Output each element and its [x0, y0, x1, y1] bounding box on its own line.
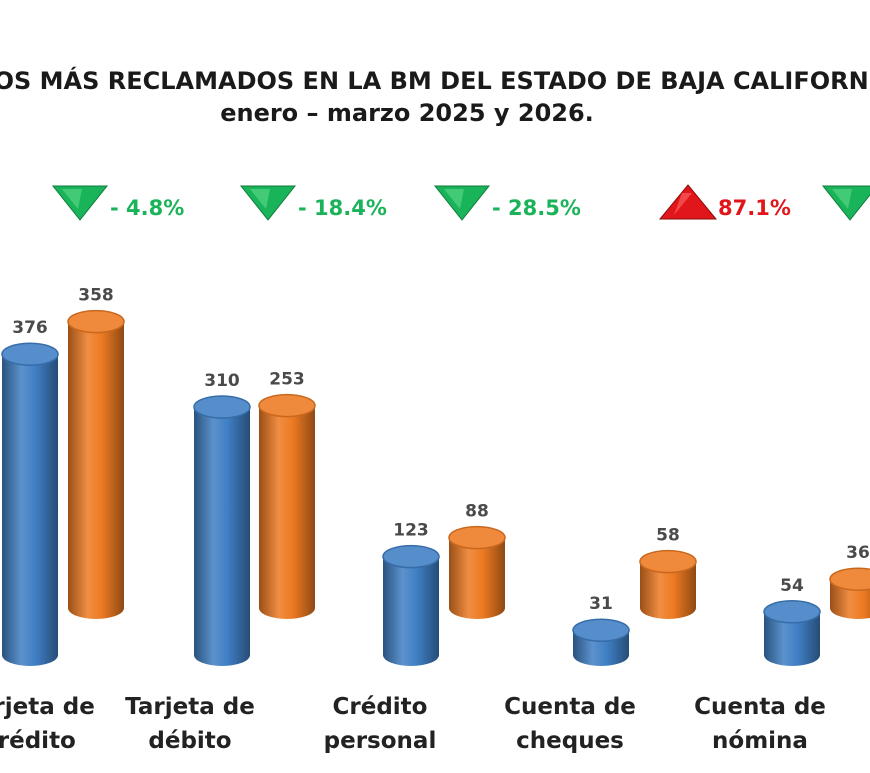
bar-2026: 36: [829, 543, 870, 619]
bar-body: [640, 561, 696, 619]
triangle-highlight: [62, 189, 82, 209]
bar-body: [2, 354, 58, 666]
category-label: Tarjeta de crédito: [0, 694, 95, 754]
bar-top: [382, 544, 440, 569]
category-label-line: crédito: [0, 728, 76, 754]
bar-top: [258, 393, 316, 418]
chart-title: PRODUCTOS MÁS RECLAMADOS EN LA BM DEL ES…: [0, 66, 870, 95]
bar-body: [383, 556, 439, 666]
decrease-indicator: - 4.8%: [51, 185, 184, 221]
bar-2025: 376: [1, 318, 59, 666]
bar-top: [193, 395, 251, 419]
category-label-line: cheques: [516, 728, 624, 754]
bar-2025: 123: [382, 521, 440, 666]
triangle-highlight: [444, 189, 464, 209]
bar-top: [572, 618, 630, 642]
change-label: - 28.5%: [492, 196, 581, 220]
change-label: 87.1%: [718, 196, 791, 220]
category-label: Cuenta de cheques: [504, 694, 636, 754]
category-label-line: Cuenta de: [694, 694, 826, 720]
bar-2025: 54: [763, 576, 821, 666]
bar-top: [639, 549, 697, 574]
data-label: 31: [589, 594, 613, 614]
triangle-highlight: [250, 189, 270, 209]
bar-2026: 253: [258, 370, 316, 619]
bar-body: [68, 321, 124, 619]
category-label: Cuenta de nómina: [694, 694, 826, 754]
category-label-line: Tarjeta de: [0, 694, 95, 720]
data-label: 58: [656, 526, 680, 546]
category-label: Crédito personal: [324, 694, 437, 754]
bar-2025: 31: [572, 594, 630, 666]
data-label: 54: [780, 576, 804, 596]
bar-2026: 58: [639, 526, 697, 619]
change-label: - 4.8%: [110, 196, 184, 220]
bar-body: [259, 405, 315, 619]
triangle-highlight: [832, 189, 852, 209]
decrease-indicator: - 18.4%: [239, 185, 387, 221]
bar-2026: 358: [67, 286, 125, 619]
bar-top: [763, 600, 821, 624]
chart-marks: 376 310 123 31 54 358 253 88 58 36 - 4.8% - 18.4% - …: [0, 184, 870, 754]
bar-top: [448, 525, 506, 550]
category-label-line: débito: [148, 728, 231, 754]
bar-body: [194, 407, 250, 666]
category-label-line: Cuenta de: [504, 694, 636, 720]
decrease-indicator: [821, 185, 870, 221]
change-label: - 18.4%: [298, 196, 387, 220]
data-label: 358: [78, 286, 114, 306]
bar-body: [764, 611, 820, 666]
data-label: 36: [846, 543, 870, 563]
decrease-indicator: - 28.5%: [433, 185, 581, 221]
bar-top: [1, 342, 59, 366]
bar-2025: 310: [193, 371, 251, 666]
data-label: 253: [269, 370, 305, 390]
bar-top: [829, 567, 870, 591]
category-label-line: Crédito: [333, 694, 428, 720]
category-label-line: personal: [324, 728, 437, 754]
data-label: 376: [12, 318, 48, 338]
increase-indicator: 87.1%: [658, 184, 791, 220]
category-label: Tarjeta de débito: [125, 694, 255, 754]
category-label-line: nómina: [712, 728, 808, 754]
data-label: 310: [204, 371, 240, 391]
bar-top: [67, 309, 125, 334]
chart-subtitle: enero – marzo 2025 y 2026.: [220, 99, 594, 127]
bar-body: [449, 537, 505, 619]
bar-2026: 88: [448, 502, 506, 619]
data-label: 88: [465, 502, 489, 522]
category-label-line: Tarjeta de: [125, 694, 255, 720]
triangle-highlight: [674, 193, 692, 215]
triangle-up-icon: [658, 184, 718, 220]
data-label: 123: [393, 521, 429, 541]
